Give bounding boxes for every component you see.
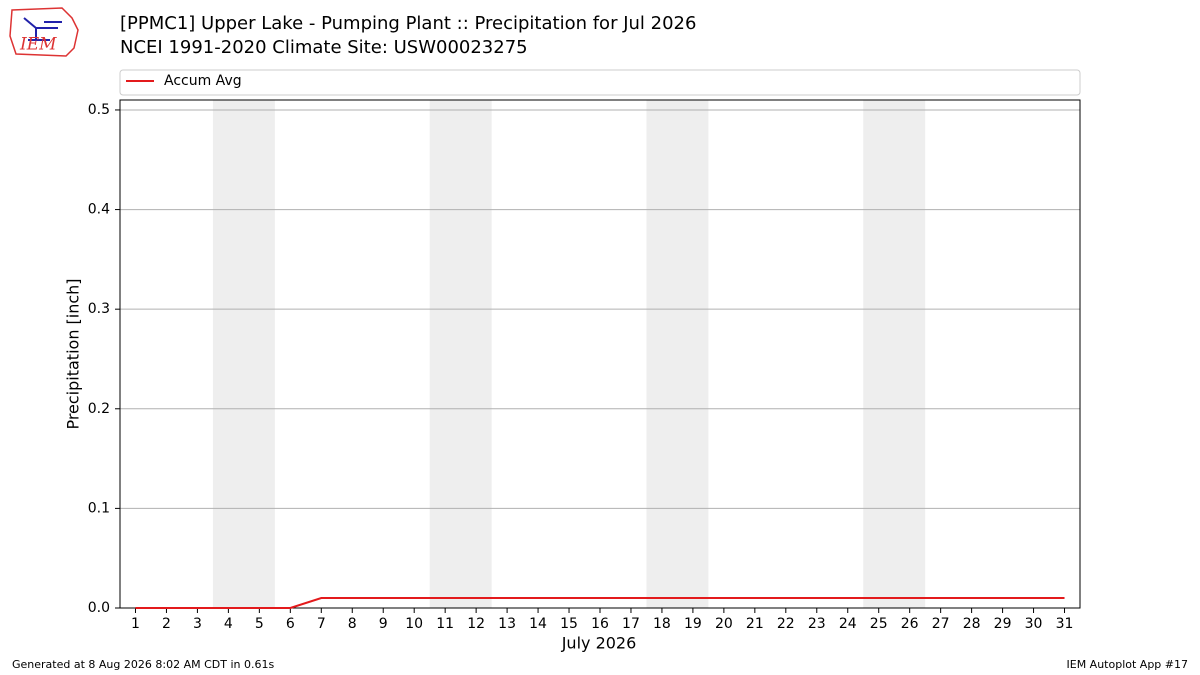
weekend-band: [863, 100, 926, 608]
x-tick-label: 3: [193, 616, 202, 632]
plot-frame: [119, 99, 1081, 609]
x-tick-label: 26: [901, 616, 919, 632]
y-tick-label: 0.3: [88, 301, 110, 317]
chart-title: [PPMC1] Upper Lake - Pumping Plant :: Pr…: [120, 13, 696, 34]
x-tick-label: 9: [379, 616, 388, 632]
x-tick-label: 27: [932, 616, 950, 632]
x-tick-label: 18: [653, 616, 671, 632]
x-tick-label: 17: [622, 616, 640, 632]
x-tick-label: 29: [994, 616, 1012, 632]
x-tick-label: 4: [224, 616, 233, 632]
y-tick-label: 0.2: [88, 401, 110, 417]
x-tick-label: 5: [255, 616, 264, 632]
x-tick-label: 21: [746, 616, 764, 632]
x-tick-label: 13: [498, 616, 516, 632]
x-tick-label: 2: [162, 616, 171, 632]
x-tick-label: 8: [348, 616, 357, 632]
x-tick-label: 1: [131, 616, 140, 632]
x-tick-label: 22: [777, 616, 795, 632]
x-tick-label: 10: [405, 616, 423, 632]
x-tick-label: 7: [317, 616, 326, 632]
weekend-band: [646, 100, 709, 608]
x-tick-label: 11: [436, 616, 454, 632]
x-tick-label: 25: [870, 616, 888, 632]
logo-text: IEM: [19, 35, 57, 55]
x-tick-label: 20: [715, 616, 733, 632]
x-tick-label: 23: [808, 616, 826, 632]
y-axis-label: Precipitation [inch]: [64, 278, 83, 429]
logo: IEM: [9, 7, 79, 57]
legend-box: [119, 69, 1081, 96]
x-tick-label: 24: [839, 616, 857, 632]
x-tick-label: 16: [591, 616, 609, 632]
y-tick-label: 0.4: [88, 202, 110, 218]
x-tick-label: 6: [286, 616, 295, 632]
y-tick-label: 0.1: [88, 500, 110, 516]
x-tick-label: 19: [684, 616, 702, 632]
y-tick-label: 0.5: [88, 102, 110, 118]
x-tick-label: 28: [963, 616, 981, 632]
x-tick-label: 15: [560, 616, 578, 632]
chart-subtitle: NCEI 1991-2020 Climate Site: USW00023275: [120, 37, 528, 58]
y-tick-label: 0.0: [88, 600, 110, 616]
x-tick-label: 30: [1025, 616, 1043, 632]
weekend-band: [212, 100, 275, 608]
x-tick-label: 31: [1056, 616, 1074, 632]
series-line: [135, 597, 1065, 609]
footer-left: Generated at 8 Aug 2026 8:02 AM CDT in 0…: [12, 658, 274, 671]
x-tick-label: 14: [529, 616, 547, 632]
x-tick-label: 12: [467, 616, 485, 632]
legend-label: Accum Avg: [164, 73, 242, 89]
weekend-band: [429, 100, 492, 608]
footer-right: IEM Autoplot App #17: [1067, 658, 1189, 671]
x-axis-label: July 2026: [561, 634, 637, 653]
